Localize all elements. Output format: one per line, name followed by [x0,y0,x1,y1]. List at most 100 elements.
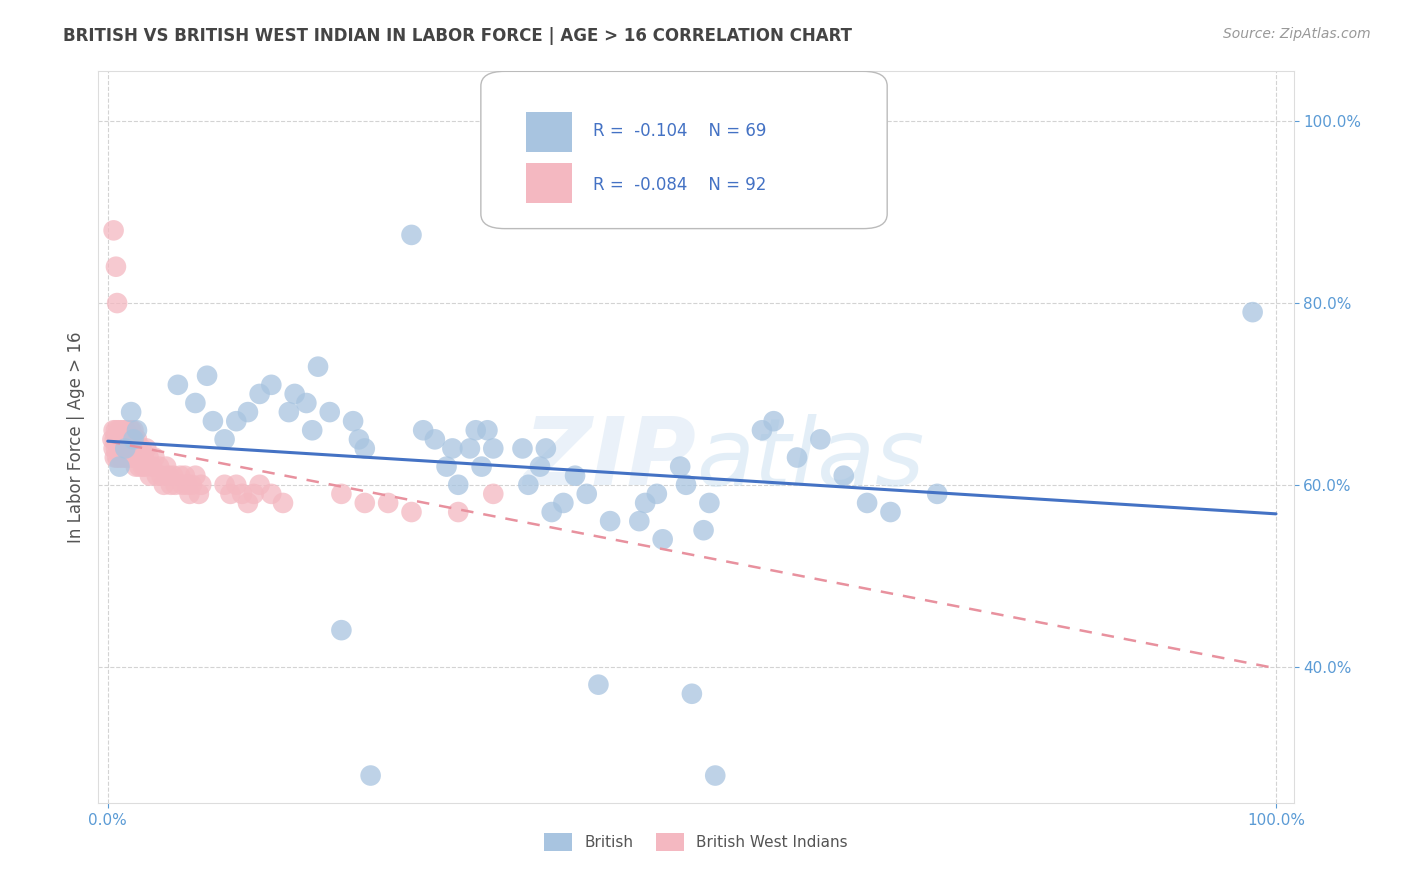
Point [458,442,481,456]
Point [114,442,136,456]
Point [104,450,127,465]
Point [879,505,901,519]
Point [114,442,136,456]
Point [342,414,364,428]
Text: R =  -0.104    N = 69: R = -0.104 N = 69 [593,122,766,140]
Point [125,423,148,437]
Point [117,442,139,456]
Point [115,450,138,465]
Point [131,442,153,456]
Point [231,487,253,501]
Point [184,468,207,483]
Text: ZIP: ZIP [523,413,696,505]
Text: atlas: atlas [696,414,924,505]
Point [634,496,657,510]
Point [125,433,148,447]
Point [271,496,294,510]
Point [107,442,129,456]
Point [360,768,382,782]
Point [517,477,540,491]
Point [295,396,318,410]
Point [143,450,166,465]
Point [927,487,949,501]
Point [651,533,673,547]
Point [692,523,714,537]
Point [575,487,598,501]
Point [187,487,209,501]
Point [127,442,149,456]
Point [114,423,136,437]
Point [751,423,773,437]
Point [699,496,721,510]
Point [236,496,259,510]
Point [540,505,562,519]
Point [347,433,370,447]
Point [669,459,692,474]
Point [471,459,494,474]
Point [108,450,131,465]
Point [148,459,170,474]
Point [512,442,534,456]
Point [482,442,505,456]
Point [169,468,191,483]
Point [681,687,703,701]
Text: Source: ZipAtlas.com: Source: ZipAtlas.com [1223,27,1371,41]
Point [260,377,283,392]
Point [110,442,132,456]
Point [120,423,142,437]
Point [162,468,184,483]
Point [125,459,148,474]
Point [118,450,141,465]
Point [122,442,145,456]
Point [111,450,134,465]
Y-axis label: In Labor Force | Age > 16: In Labor Force | Age > 16 [66,331,84,543]
Point [260,487,283,501]
Point [179,487,201,501]
Point [214,477,236,491]
Point [132,459,155,474]
Point [464,423,486,437]
Point [103,423,125,437]
Bar [526,163,572,203]
Text: R =  -0.084    N = 92: R = -0.084 N = 92 [593,176,766,194]
Point [214,433,236,447]
Point [1241,305,1264,319]
Point [553,496,575,510]
Point [108,459,131,474]
Point [104,260,127,274]
Point [118,442,141,456]
Point [111,423,134,437]
Legend: British, British West Indians: British, British West Indians [538,827,853,857]
Point [146,468,169,483]
Point [105,433,128,447]
Point [482,487,505,501]
Point [307,359,329,374]
Point [112,433,135,447]
Point [588,678,610,692]
Point [108,433,131,447]
Point [441,442,464,456]
Point [108,442,131,456]
Point [564,468,586,483]
Point [786,450,808,465]
Point [645,487,668,501]
Point [128,459,150,474]
Point [353,442,375,456]
Point [107,423,129,437]
Point [103,223,125,237]
Point [856,496,879,510]
Point [529,459,551,474]
Point [284,387,307,401]
Point [121,433,143,447]
Point [125,442,148,456]
Point [135,442,157,456]
Point [172,477,194,491]
Point [121,450,143,465]
Point [436,459,458,474]
Point [832,468,855,483]
Point [301,423,323,437]
Point [219,487,242,501]
Point [477,423,499,437]
Point [412,423,434,437]
Point [124,433,146,447]
